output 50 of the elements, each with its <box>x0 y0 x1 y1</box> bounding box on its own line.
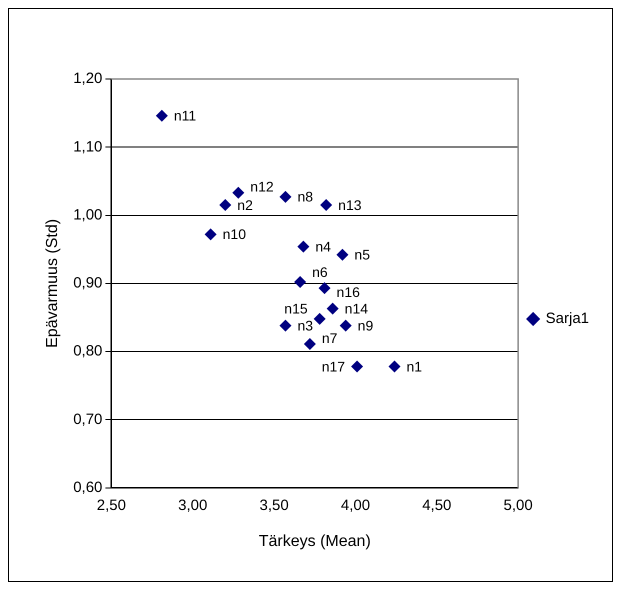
point <box>304 338 316 350</box>
annotation: n14 <box>344 300 368 316</box>
annotation: n1 <box>406 358 422 374</box>
x-tick-label: 2,50 <box>96 496 126 514</box>
y-axis-title: Epävarmuus (Std) <box>44 218 62 348</box>
point <box>232 186 244 199</box>
y-tick-label: 0,80 <box>73 342 102 360</box>
annotation: n9 <box>358 318 374 334</box>
point <box>326 302 339 315</box>
annotation: n7 <box>322 330 338 346</box>
annotation: n4 <box>315 238 332 254</box>
point <box>320 199 332 212</box>
annotation: n16 <box>336 284 360 300</box>
point <box>294 276 306 288</box>
y-tick-label: 1,20 <box>73 70 102 88</box>
y-tick-label: 0,90 <box>73 274 102 292</box>
annotation: n11 <box>174 108 196 124</box>
annotation: n8 <box>297 188 314 205</box>
annotation: n6 <box>312 264 328 280</box>
annotation: n12 <box>250 178 274 195</box>
y-tick-label: 0,70 <box>73 410 102 428</box>
legend-label: Sarja1 <box>546 310 589 328</box>
x-tick-label: 3,50 <box>259 496 289 514</box>
annotation: n17 <box>322 358 346 374</box>
point <box>156 110 168 122</box>
point <box>388 360 400 373</box>
x-tick-label: 3,00 <box>178 496 208 514</box>
annotation: n3 <box>297 318 314 334</box>
point <box>297 240 310 253</box>
annotation: n15 <box>284 300 308 317</box>
point <box>336 248 348 261</box>
point <box>340 320 352 332</box>
annotation: n5 <box>354 246 370 263</box>
annotation: n13 <box>338 196 362 213</box>
x-tick-label: 4,00 <box>340 496 370 514</box>
y-tick-label: 0,60 <box>73 478 102 496</box>
y-tick-label: 1,00 <box>73 206 102 224</box>
point <box>351 360 364 373</box>
x-tick-label: 4,50 <box>422 496 452 514</box>
annotation: n10 <box>222 226 246 242</box>
x-tick-label: 5,00 <box>504 496 533 514</box>
point <box>314 312 326 325</box>
point <box>279 190 292 203</box>
x-axis-title: Tärkeys (Mean) <box>258 532 371 550</box>
point <box>204 228 217 240</box>
annotation: n2 <box>237 196 254 213</box>
point <box>279 320 292 332</box>
point <box>318 282 331 294</box>
point <box>219 199 232 212</box>
y-tick-label: 1,10 <box>73 138 102 156</box>
